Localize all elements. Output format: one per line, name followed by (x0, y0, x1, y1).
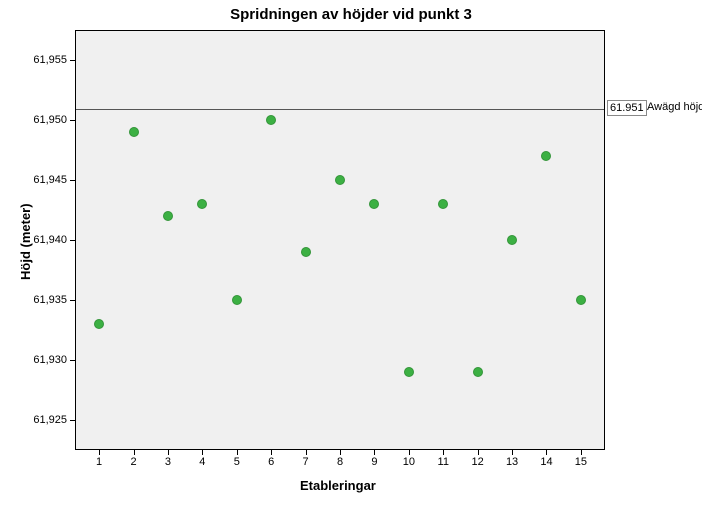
x-tick-label: 12 (472, 456, 484, 468)
data-point (473, 367, 483, 377)
data-point (438, 199, 448, 209)
data-point (232, 295, 242, 305)
data-point (404, 367, 414, 377)
data-point (197, 199, 207, 209)
chart-title: Spridningen av höjder vid punkt 3 (0, 6, 702, 23)
data-point (94, 319, 104, 329)
x-tick-label: 14 (540, 456, 552, 468)
y-tick-mark (70, 360, 75, 361)
x-tick-mark (443, 450, 444, 455)
x-tick-label: 10 (403, 456, 415, 468)
x-tick-label: 15 (575, 456, 587, 468)
y-tick-label: 61,925 (25, 414, 67, 426)
reference-line-label: Awägd höjd (647, 101, 702, 113)
x-tick-label: 2 (130, 456, 136, 468)
y-tick-mark (70, 420, 75, 421)
plot-area (75, 30, 605, 450)
x-tick-label: 7 (303, 456, 309, 468)
y-tick-label: 61,935 (25, 294, 67, 306)
reference-line-value: 61.951 (607, 100, 647, 116)
y-tick-label: 61,950 (25, 114, 67, 126)
x-tick-label: 4 (199, 456, 205, 468)
x-tick-label: 1 (96, 456, 102, 468)
y-tick-label: 61,955 (25, 54, 67, 66)
x-tick-mark (409, 450, 410, 455)
data-point (541, 151, 551, 161)
x-tick-mark (99, 450, 100, 455)
y-tick-label: 61,930 (25, 354, 67, 366)
x-tick-mark (134, 450, 135, 455)
data-point (369, 199, 379, 209)
x-tick-mark (512, 450, 513, 455)
y-tick-label: 61,940 (25, 234, 67, 246)
x-tick-label: 13 (506, 456, 518, 468)
y-tick-mark (70, 240, 75, 241)
y-tick-mark (70, 300, 75, 301)
x-tick-mark (546, 450, 547, 455)
reference-line (76, 109, 604, 110)
data-point (507, 235, 517, 245)
x-axis-label: Etableringar (300, 478, 376, 493)
scatter-chart: Spridningen av höjder vid punkt 3 Höjd (… (0, 0, 702, 511)
x-tick-mark (271, 450, 272, 455)
y-tick-mark (70, 60, 75, 61)
data-point (266, 115, 276, 125)
x-tick-mark (340, 450, 341, 455)
x-tick-mark (478, 450, 479, 455)
x-tick-label: 8 (337, 456, 343, 468)
x-tick-label: 3 (165, 456, 171, 468)
data-point (129, 127, 139, 137)
x-tick-mark (374, 450, 375, 455)
x-tick-mark (202, 450, 203, 455)
x-tick-label: 6 (268, 456, 274, 468)
data-point (335, 175, 345, 185)
data-point (163, 211, 173, 221)
x-tick-mark (306, 450, 307, 455)
x-tick-label: 9 (371, 456, 377, 468)
x-tick-mark (237, 450, 238, 455)
data-point (576, 295, 586, 305)
x-tick-label: 5 (234, 456, 240, 468)
y-tick-mark (70, 120, 75, 121)
x-tick-mark (168, 450, 169, 455)
x-tick-mark (581, 450, 582, 455)
y-tick-mark (70, 180, 75, 181)
data-point (301, 247, 311, 257)
x-tick-label: 11 (438, 456, 449, 468)
y-tick-label: 61,945 (25, 174, 67, 186)
